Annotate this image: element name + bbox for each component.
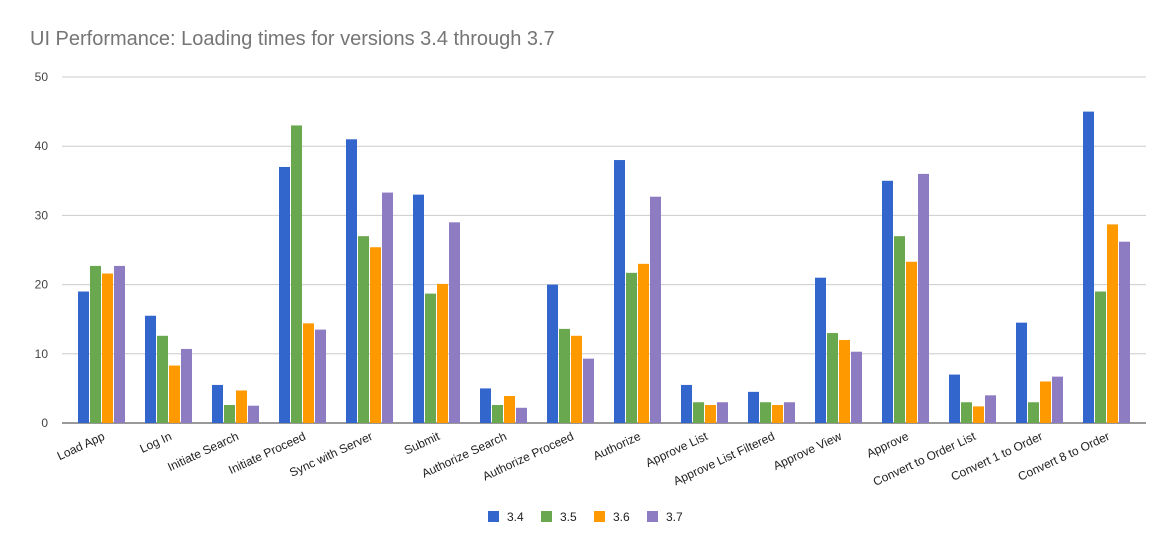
bar-3-6-9[interactable] <box>705 405 716 423</box>
bar-3-4-14[interactable] <box>1016 322 1027 423</box>
x-category-label: Approve <box>864 429 911 461</box>
legend-label: 3.5 <box>560 510 577 524</box>
bar-3-4-6[interactable] <box>480 388 491 423</box>
y-tick-label: 0 <box>41 416 48 430</box>
bar-3-4-2[interactable] <box>212 384 223 423</box>
bar-3-4-5[interactable] <box>413 194 424 423</box>
legend-label: 3.7 <box>666 510 683 524</box>
bar-3-6-10[interactable] <box>772 405 783 423</box>
bar-3-7-1[interactable] <box>181 348 192 423</box>
bar-3-5-11[interactable] <box>827 333 838 423</box>
bar-3-4-9[interactable] <box>681 384 692 423</box>
bar-3-5-12[interactable] <box>894 236 905 423</box>
bar-3-7-0[interactable] <box>114 265 125 423</box>
bar-3-7-3[interactable] <box>315 329 326 423</box>
bar-3-4-7[interactable] <box>547 284 558 423</box>
bar-3-5-1[interactable] <box>157 335 168 423</box>
bar-3-7-15[interactable] <box>1119 241 1130 423</box>
x-category-label: Submit <box>402 429 442 458</box>
bar-3-7-9[interactable] <box>717 402 728 423</box>
bar-3-7-5[interactable] <box>449 222 460 423</box>
bar-3-5-8[interactable] <box>626 272 637 423</box>
bars-layer <box>78 111 1130 424</box>
x-category-label: Log In <box>138 429 174 456</box>
grid-layer <box>62 76 1146 424</box>
bar-3-7-7[interactable] <box>583 358 594 423</box>
bar-3-6-14[interactable] <box>1040 381 1051 423</box>
y-axis-ticks: 0 10 20 30 40 50 <box>35 70 49 430</box>
bar-3-6-15[interactable] <box>1107 224 1118 423</box>
bar-3-5-9[interactable] <box>693 402 704 423</box>
bar-3-6-6[interactable] <box>504 396 515 423</box>
bar-3-4-15[interactable] <box>1083 111 1094 423</box>
bar-3-5-5[interactable] <box>425 293 436 423</box>
bar-3-4-1[interactable] <box>145 315 156 423</box>
bar-3-4-13[interactable] <box>949 374 960 423</box>
bar-3-6-3[interactable] <box>303 323 314 423</box>
legend-swatch <box>541 511 552 522</box>
bar-3-7-8[interactable] <box>650 196 661 423</box>
x-category-label: Approve View <box>771 429 844 473</box>
bar-3-6-0[interactable] <box>102 273 113 423</box>
bar-3-5-14[interactable] <box>1028 402 1039 423</box>
bar-3-5-13[interactable] <box>961 402 972 423</box>
legend-swatch <box>594 511 605 522</box>
legend: 3.4 3.5 3.6 3.7 <box>488 510 683 524</box>
bar-3-5-0[interactable] <box>90 265 101 423</box>
bar-3-6-11[interactable] <box>839 339 850 423</box>
bar-3-7-11[interactable] <box>851 351 862 423</box>
y-tick-label: 10 <box>35 347 49 361</box>
y-tick-label: 30 <box>35 208 49 222</box>
bar-3-7-4[interactable] <box>382 192 393 423</box>
bar-3-4-10[interactable] <box>748 391 759 423</box>
bar-3-5-4[interactable] <box>358 236 369 423</box>
bar-3-6-12[interactable] <box>906 261 917 423</box>
bar-3-6-13[interactable] <box>973 406 984 423</box>
bar-3-7-12[interactable] <box>918 173 929 423</box>
legend-label: 3.4 <box>507 510 524 524</box>
bar-3-5-2[interactable] <box>224 405 235 423</box>
bar-3-7-2[interactable] <box>248 405 259 423</box>
bar-3-6-2[interactable] <box>236 390 247 423</box>
bar-3-4-11[interactable] <box>815 277 826 423</box>
bar-3-4-0[interactable] <box>78 291 89 423</box>
bar-3-7-6[interactable] <box>516 407 527 423</box>
bar-3-6-1[interactable] <box>169 365 180 423</box>
y-tick-label: 50 <box>35 70 49 84</box>
bar-3-5-15[interactable] <box>1095 291 1106 423</box>
bar-3-4-12[interactable] <box>882 180 893 423</box>
x-category-label: Authorize <box>591 429 643 463</box>
bar-3-6-4[interactable] <box>370 247 381 423</box>
bar-3-5-3[interactable] <box>291 125 302 423</box>
chart-title: UI Performance: Loading times for versio… <box>30 28 555 50</box>
bar-3-7-13[interactable] <box>985 395 996 423</box>
bar-3-7-14[interactable] <box>1052 376 1063 423</box>
y-tick-label: 40 <box>35 139 49 153</box>
bar-3-5-7[interactable] <box>559 328 570 423</box>
legend-swatch <box>647 511 658 522</box>
y-tick-label: 20 <box>35 278 49 292</box>
bar-3-6-5[interactable] <box>437 283 448 423</box>
bar-3-5-10[interactable] <box>760 402 771 423</box>
bar-3-4-8[interactable] <box>614 160 625 424</box>
legend-label: 3.6 <box>613 510 630 524</box>
bar-3-6-7[interactable] <box>571 335 582 423</box>
bar-3-5-6[interactable] <box>492 405 503 423</box>
bar-3-7-10[interactable] <box>784 402 795 423</box>
x-category-label: Load App <box>55 429 107 463</box>
bar-3-4-3[interactable] <box>279 166 290 423</box>
bar-3-6-8[interactable] <box>638 263 649 423</box>
bar-3-4-4[interactable] <box>346 139 357 423</box>
legend-swatch <box>488 511 499 522</box>
